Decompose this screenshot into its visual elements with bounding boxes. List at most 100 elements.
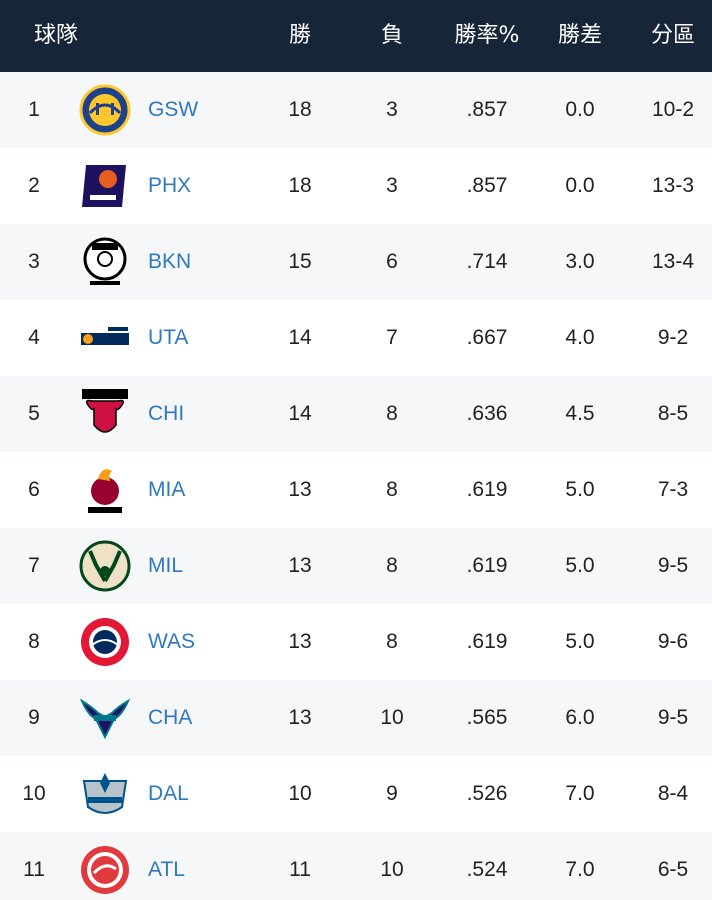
games-behind-cell: 7.0 [565, 858, 595, 881]
header-losses[interactable]: 負 [380, 23, 404, 48]
losses-cell: 8 [386, 478, 398, 501]
win-pct-cell: .526 [466, 782, 508, 805]
division-record-cell: 6-5 [657, 858, 689, 881]
win-pct-cell: .857 [466, 98, 508, 121]
losses-cell: 3 [386, 98, 398, 121]
wins-cell: 10 [288, 782, 312, 805]
header-team[interactable]: 球隊 [34, 23, 79, 48]
division-record-cell: 13-3 [651, 174, 695, 197]
heat-logo-icon[interactable] [78, 463, 132, 517]
wins-cell: 13 [288, 554, 312, 577]
games-behind-cell: 6.0 [565, 706, 595, 729]
header-wins[interactable]: 勝 [288, 23, 312, 48]
team-abbr-link[interactable]: CHI [148, 402, 185, 425]
wizards-logo-icon[interactable] [78, 615, 132, 669]
table-row[interactable]: 7 MIL 13 8 .619 5.0 9-5 [0, 528, 712, 604]
table-header: 球隊 勝 負 勝率% 勝差 分區 [0, 0, 712, 72]
wins-cell: 14 [288, 402, 312, 425]
header-division[interactable]: 分區 [650, 23, 696, 48]
table-row[interactable]: 8 WAS 13 8 .619 5.0 9-6 [0, 604, 712, 680]
header-win-pct[interactable]: 勝率% [454, 23, 520, 48]
suns-logo-icon[interactable] [78, 159, 132, 213]
losses-cell: 10 [380, 858, 404, 881]
wins-cell: 15 [288, 250, 312, 273]
table-row[interactable]: 11 ATL 11 10 .524 7.0 6-5 [0, 832, 712, 900]
table-row[interactable]: 5 CHI 14 8 .636 4.5 8-5 [0, 376, 712, 452]
team-abbr-link[interactable]: WAS [148, 630, 196, 653]
rank-cell: 3 [28, 250, 40, 273]
division-record-cell: 9-2 [657, 326, 689, 349]
mavericks-logo-icon[interactable] [78, 767, 132, 821]
losses-cell: 7 [386, 326, 398, 349]
table-row[interactable]: 9 CHA 13 10 .565 6.0 9-5 [0, 680, 712, 756]
nets-logo-icon[interactable] [78, 235, 132, 289]
rank-cell: 5 [28, 402, 40, 425]
team-abbr-link[interactable]: MIA [148, 478, 186, 501]
games-behind-cell: 7.0 [565, 782, 595, 805]
team-abbr-link[interactable]: BKN [148, 250, 192, 273]
header-games-behind[interactable]: 勝差 [557, 23, 603, 48]
games-behind-cell: 4.0 [565, 326, 595, 349]
win-pct-cell: .565 [466, 706, 508, 729]
warriors-logo-icon[interactable] [78, 83, 132, 137]
wins-cell: 18 [288, 98, 312, 121]
rank-cell: 9 [28, 706, 40, 729]
hawks-logo-icon[interactable] [78, 843, 132, 897]
rank-cell: 6 [28, 478, 40, 501]
losses-cell: 8 [386, 630, 398, 653]
wins-cell: 14 [288, 326, 312, 349]
table-row[interactable]: 10 DAL 10 9 .526 7.0 8-4 [0, 756, 712, 832]
team-abbr-link[interactable]: MIL [148, 554, 184, 577]
rank-cell: 11 [23, 858, 45, 881]
win-pct-cell: .524 [466, 858, 508, 881]
rank-cell: 1 [28, 98, 40, 121]
division-record-cell: 8-5 [657, 402, 689, 425]
team-abbr-link[interactable]: GSW [148, 98, 199, 121]
win-pct-cell: .636 [466, 402, 508, 425]
division-record-cell: 8-4 [657, 782, 689, 805]
team-abbr-link[interactable]: ATL [148, 858, 185, 881]
games-behind-cell: 5.0 [565, 630, 595, 653]
losses-cell: 8 [386, 554, 398, 577]
losses-cell: 9 [386, 782, 398, 805]
losses-cell: 3 [386, 174, 398, 197]
games-behind-cell: 4.5 [565, 402, 595, 425]
table-row[interactable]: 3 BKN 15 6 .714 3.0 13-4 [0, 224, 712, 300]
losses-cell: 6 [386, 250, 398, 273]
rank-cell: 7 [28, 554, 40, 577]
win-pct-cell: .667 [466, 326, 508, 349]
losses-cell: 10 [380, 706, 404, 729]
wins-cell: 18 [288, 174, 312, 197]
games-behind-cell: 0.0 [565, 98, 595, 121]
table-body: 1 GSW 18 3 .857 0.0 10-2 2 PHX 18 3 .857 0.0 13-3 3 B… [0, 72, 712, 900]
team-abbr-link[interactable]: UTA [148, 326, 189, 349]
bulls-logo-icon[interactable] [78, 387, 132, 441]
jazz-logo-icon[interactable] [78, 311, 132, 365]
wins-cell: 13 [288, 478, 312, 501]
bucks-logo-icon[interactable] [78, 539, 132, 593]
division-record-cell: 9-6 [657, 630, 689, 653]
wins-cell: 13 [288, 630, 312, 653]
games-behind-cell: 5.0 [565, 478, 595, 501]
rank-cell: 10 [22, 782, 46, 805]
table-row[interactable]: 1 GSW 18 3 .857 0.0 10-2 [0, 72, 712, 148]
hornets-logo-icon[interactable] [78, 691, 132, 745]
team-abbr-link[interactable]: PHX [148, 174, 192, 197]
division-record-cell: 7-3 [657, 478, 689, 501]
division-record-cell: 13-4 [651, 250, 695, 273]
division-record-cell: 10-2 [651, 98, 695, 121]
team-abbr-link[interactable]: CHA [148, 706, 193, 729]
games-behind-cell: 3.0 [565, 250, 595, 273]
rank-cell: 8 [28, 630, 40, 653]
win-pct-cell: .714 [466, 250, 508, 273]
table-row[interactable]: 6 MIA 13 8 .619 5.0 7-3 [0, 452, 712, 528]
table-row[interactable]: 4 UTA 14 7 .667 4.0 9-2 [0, 300, 712, 376]
win-pct-cell: .857 [466, 174, 508, 197]
team-abbr-link[interactable]: DAL [148, 782, 189, 805]
table-row[interactable]: 2 PHX 18 3 .857 0.0 13-3 [0, 148, 712, 224]
games-behind-cell: 5.0 [565, 554, 595, 577]
games-behind-cell: 0.0 [565, 174, 595, 197]
wins-cell: 13 [288, 706, 312, 729]
division-record-cell: 9-5 [657, 554, 689, 577]
rank-cell: 4 [28, 326, 40, 349]
